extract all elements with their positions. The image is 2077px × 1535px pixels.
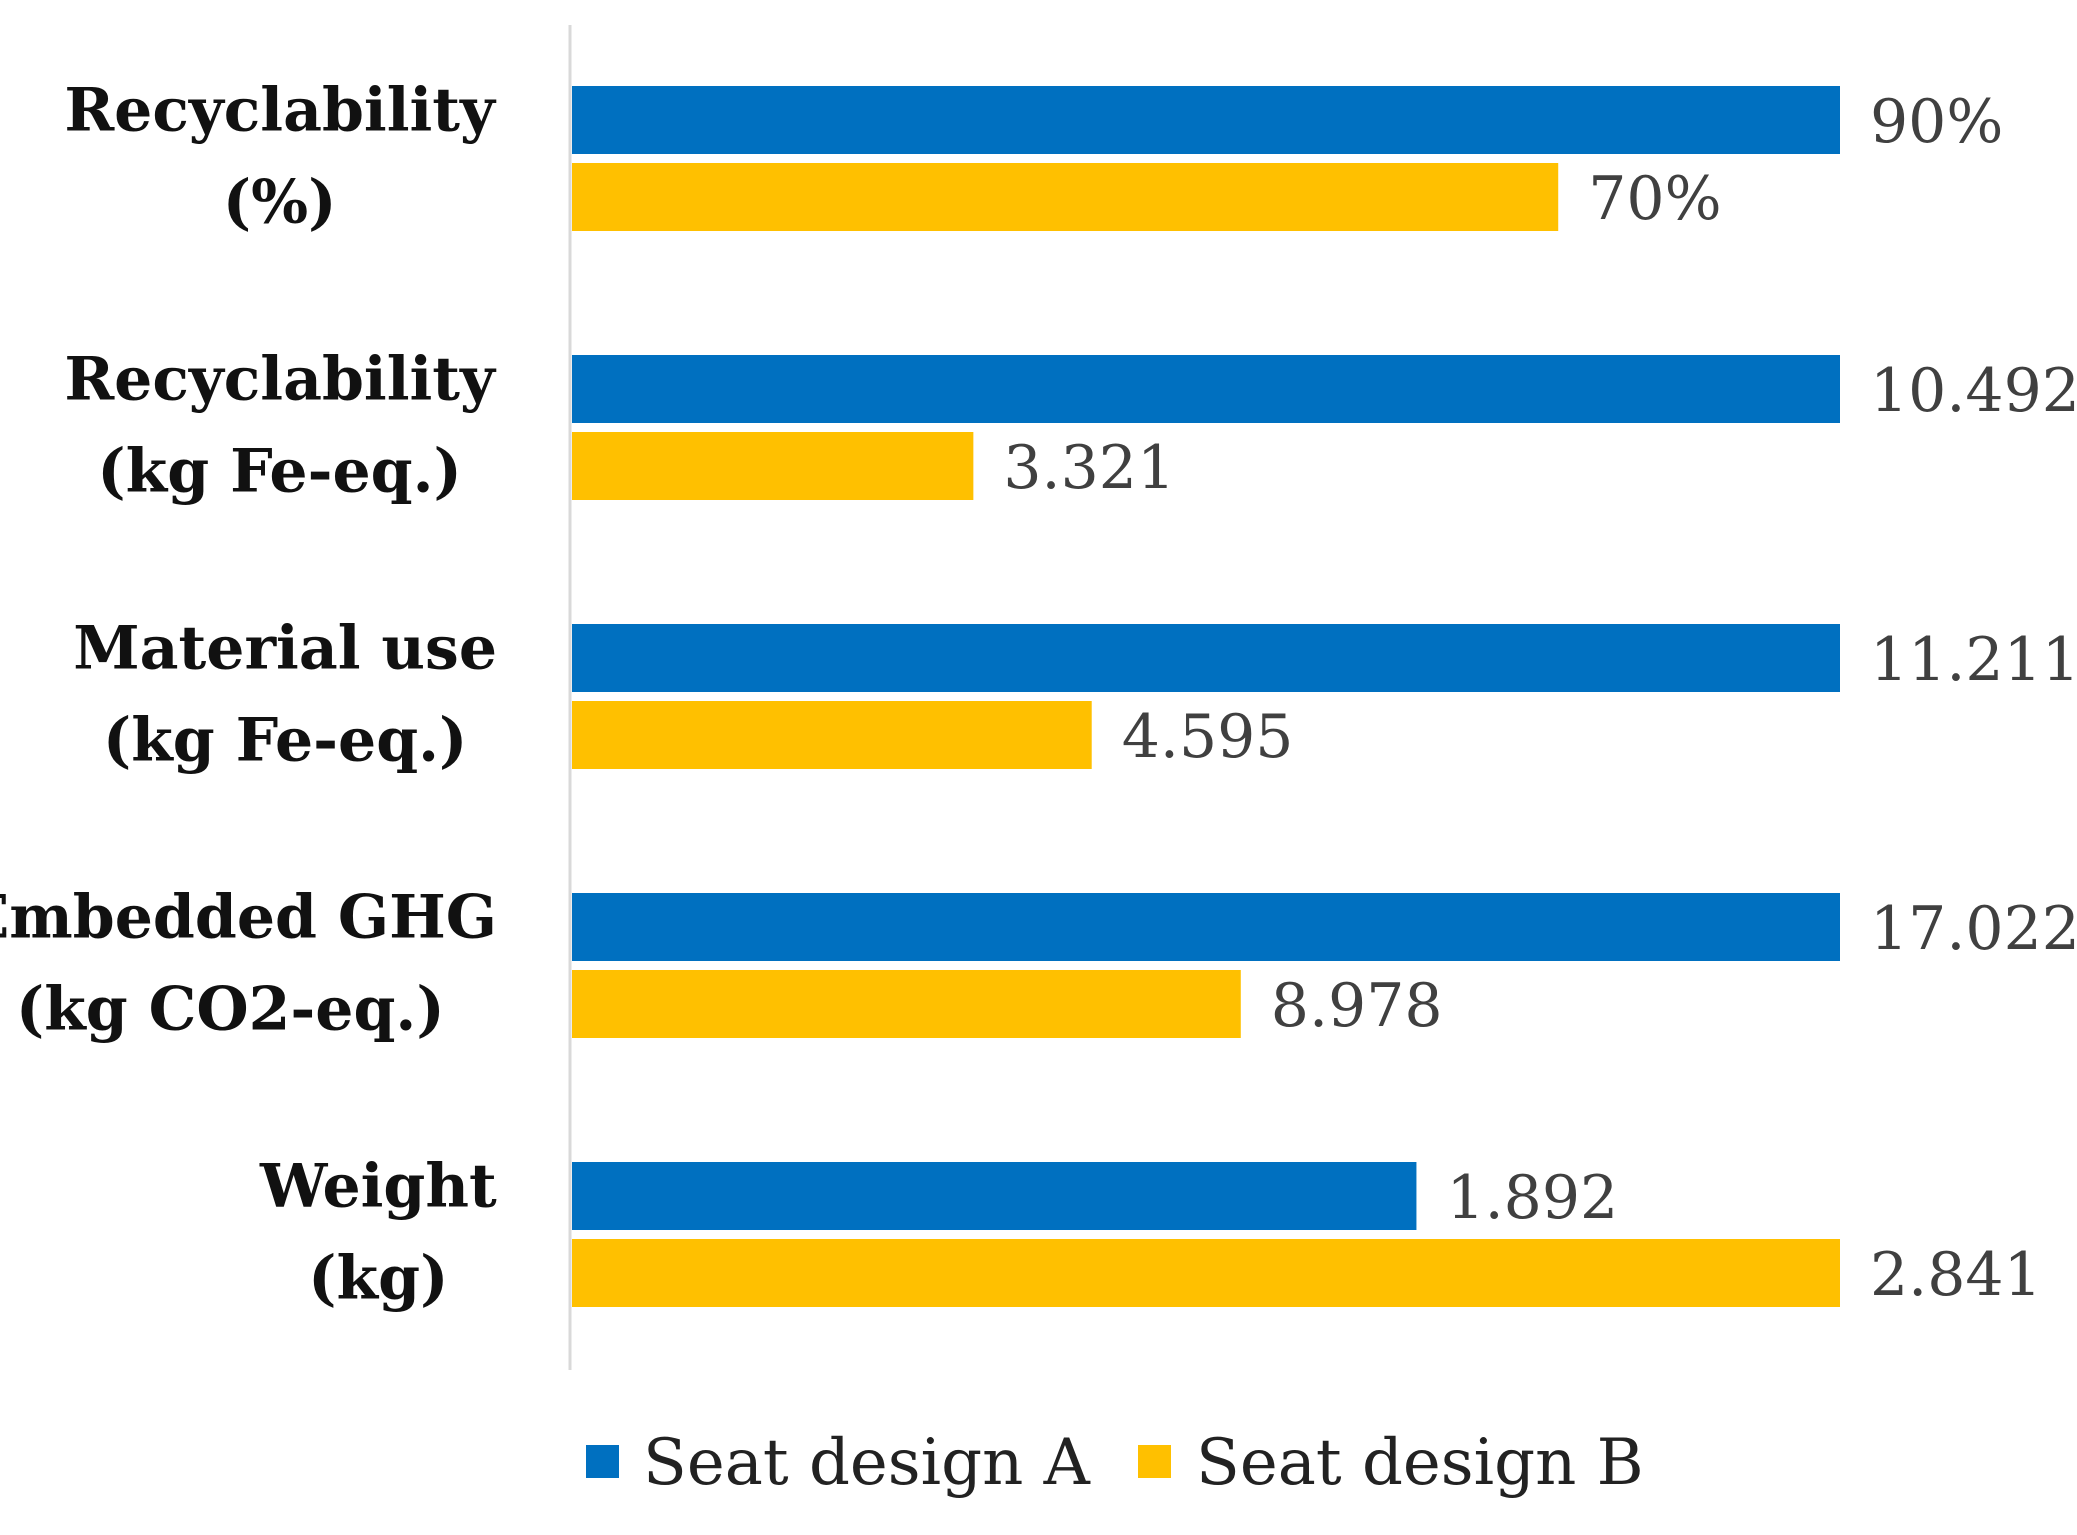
data-label-seat-design-b-4: 2.841	[1870, 1240, 2042, 1310]
category-label-line: (%)	[223, 168, 337, 238]
category-label-line: Material use	[73, 614, 497, 684]
data-label-seat-design-b-0: 70%	[1588, 164, 1721, 234]
category-label-line: Weight	[259, 1152, 497, 1222]
data-label-seat-design-a-0: 90%	[1870, 87, 2003, 157]
bar-seat-design-b-3	[572, 970, 1241, 1038]
category-label-line: Recyclability	[64, 345, 497, 415]
category-label-line: (kg CO2-eq.)	[16, 975, 445, 1045]
bar-seat-design-b-2	[572, 701, 1092, 769]
category-label-4: Weight (kg)	[259, 1152, 497, 1314]
category-label-1: Recyclability (kg Fe-eq.)	[64, 345, 497, 507]
category-label-line: Embedded GHG	[0, 883, 497, 953]
data-label-seat-design-a-4: 1.892	[1446, 1163, 1618, 1233]
bar-seat-design-b-4	[572, 1239, 1840, 1307]
bar-seat-design-a-4	[572, 1162, 1417, 1230]
category-label-2: Material use (kg Fe-eq.)	[73, 614, 497, 776]
category-label-0: Recyclability (%)	[64, 76, 497, 238]
bar-seat-design-a-3	[572, 893, 1840, 961]
data-label-seat-design-b-2: 4.595	[1122, 702, 1294, 772]
data-label-seat-design-b-1: 3.321	[1003, 433, 1175, 503]
category-label-3: Embedded GHG (kg CO2-eq.)	[0, 883, 497, 1045]
data-label-seat-design-b-3: 8.978	[1271, 971, 1443, 1041]
legend-swatch-seat-design-b	[1138, 1445, 1171, 1478]
bar-seat-design-a-0	[572, 86, 1840, 154]
bar-seat-design-b-0	[572, 163, 1559, 231]
category-label-line: (kg Fe-eq.)	[103, 706, 468, 776]
bar-seat-design-a-1	[572, 355, 1840, 423]
legend-swatch-seat-design-a	[586, 1445, 619, 1478]
data-label-seat-design-a-2: 11.211	[1870, 625, 2077, 695]
labels-layer: Recyclability (%) 90% 70% Recyclability (kg F…	[0, 76, 2077, 1314]
legend-label-seat-design-b: Seat design B	[1196, 1426, 1644, 1500]
legend: Seat design A Seat design B	[586, 1426, 1644, 1500]
data-label-seat-design-a-3: 17.022	[1870, 894, 2077, 964]
data-label-seat-design-a-1: 10.492	[1870, 356, 2077, 426]
category-label-line: (kg)	[308, 1244, 448, 1314]
legend-label-seat-design-a: Seat design A	[643, 1426, 1091, 1500]
category-label-line: (kg Fe-eq.)	[97, 437, 462, 507]
bar-seat-design-a-2	[572, 624, 1840, 692]
bars-layer	[572, 86, 1840, 1307]
category-label-line: Recyclability	[64, 76, 497, 146]
bar-seat-design-b-1	[572, 432, 974, 500]
